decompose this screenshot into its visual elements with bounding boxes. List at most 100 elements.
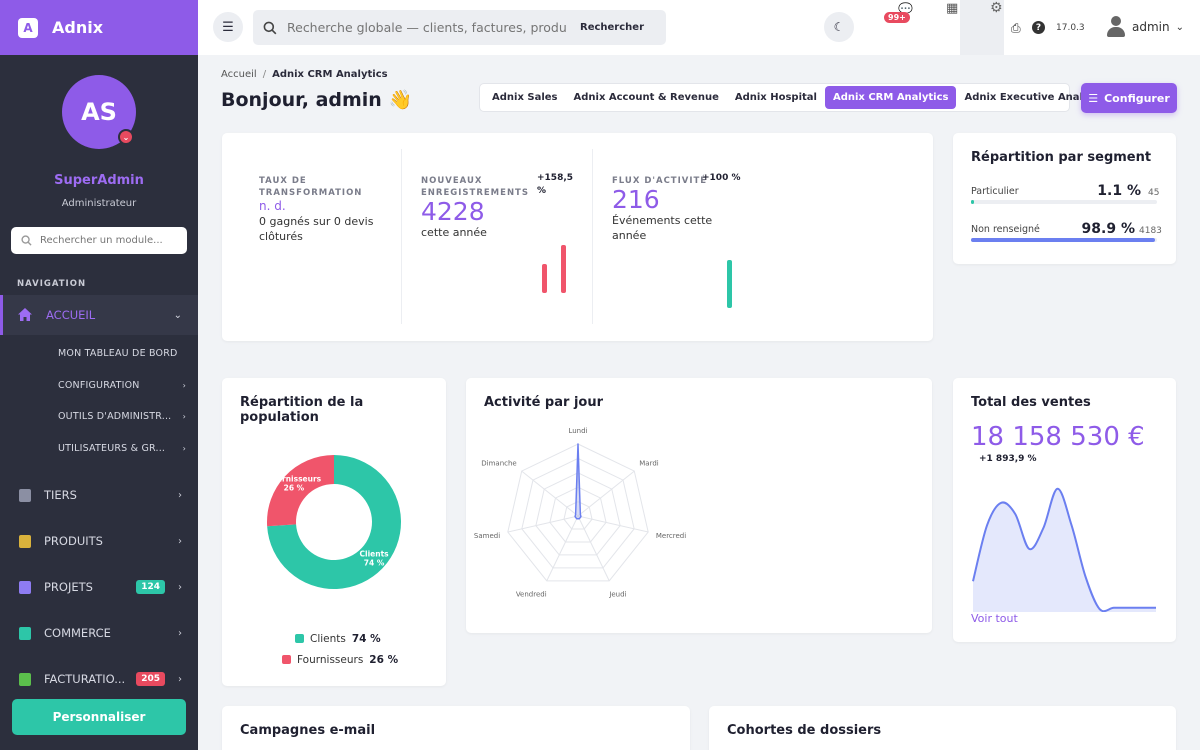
mini-bar — [727, 260, 732, 308]
profile: AS ⌄ SuperAdmin Administrateur — [0, 55, 198, 225]
search-button[interactable]: Rechercher — [580, 22, 645, 33]
sidebar-subitem[interactable]: OUTILS D'ADMINISTR... › — [0, 401, 198, 433]
user-avatar-icon — [1106, 16, 1126, 38]
legend-label: Fournisseurs — [297, 653, 364, 666]
radar-axis-label: Dimanche — [481, 459, 516, 467]
tab-1[interactable]: Adnix Account & Revenue — [573, 92, 719, 103]
kpi-activity: FLUX D'ACTIVITÉ 216 Événements cette ann… — [612, 175, 722, 350]
kpi-sub: 0 gagnés sur 0 devis clôturés — [259, 215, 374, 243]
sidebar-item[interactable]: PROJETS 124 › — [0, 564, 198, 610]
chevron-right-icon: › — [178, 535, 182, 547]
tab-3[interactable]: Adnix CRM Analytics — [824, 86, 957, 109]
chevron-right-icon: › — [178, 581, 182, 593]
sidebar-item[interactable]: FACTURATIO... 205 › — [0, 656, 198, 702]
kpi-sub: cette année — [421, 226, 487, 239]
search-icon — [21, 235, 32, 246]
radar-grid — [507, 443, 649, 582]
tab-0[interactable]: Adnix Sales — [492, 92, 558, 103]
kpi-card: TAUX DE TRANSFORMATION n. d. 0 gagnés su… — [222, 133, 933, 341]
page-title: Bonjour, admin 👋 — [221, 89, 413, 111]
global-search-input[interactable] — [287, 20, 567, 35]
kpi-registrations: NOUVEAUX ENREGISTREMENTS 4228 cette anné… — [421, 175, 541, 350]
topbar: ☰ Rechercher ☾ 💬 99+ ▦ ⚙ ⎙ ? 17.0.3 admi… — [198, 0, 1200, 55]
sub-menu: MON TABLEAU DE BORD CONFIGURATION › OUTILS … — [0, 338, 198, 464]
divider — [401, 149, 402, 324]
sales-area — [973, 488, 1156, 612]
sidebar-item[interactable]: PRODUITS › — [0, 518, 198, 564]
profile-role: Administrateur — [61, 198, 137, 209]
user-name: admin — [1132, 20, 1170, 34]
sidebar-subitem[interactable]: UTILISATEURS & GR... › — [0, 433, 198, 465]
radar-grid — [549, 486, 607, 543]
sales-area-chart — [972, 487, 1156, 612]
search-icon — [263, 21, 277, 34]
sidebar-subitem-label: OUTILS D'ADMINISTR... — [58, 411, 172, 423]
calendar-icon[interactable]: ▦ — [946, 1, 959, 16]
module-search-input[interactable] — [40, 235, 180, 246]
gear-icon[interactable]: ⚙ — [990, 0, 1003, 16]
legend-entry: Fournisseurs 26 % — [282, 649, 398, 670]
help-icon[interactable]: ? — [1032, 21, 1045, 34]
segment-pct: 98.9 % — [1081, 221, 1135, 237]
slice-pct: 74 % — [364, 559, 385, 568]
nav-title: NAVIGATION — [17, 279, 87, 289]
sales-delta: +1 893,9 % — [979, 454, 1037, 464]
breadcrumb-home[interactable]: Accueil — [221, 69, 257, 80]
sales-card: Total des ventes 18 158 530 € +1 893,9 %… — [953, 378, 1176, 642]
brand[interactable]: A Adnix — [0, 0, 198, 55]
legend-swatch — [295, 634, 304, 643]
card-title: Répartition de la population — [240, 395, 364, 425]
sidebar-item-label: COMMERCE — [44, 626, 111, 640]
chevron-down-icon[interactable]: ⌄ — [118, 129, 134, 145]
messages-badge: 99+ — [884, 12, 910, 23]
tab-4[interactable]: Adnix Executive Analytics — [964, 92, 1110, 103]
chevron-down-icon: ⌄ — [1175, 21, 1184, 33]
hamburger-icon: ☰ — [222, 19, 234, 35]
count-badge: 205 — [136, 672, 165, 686]
radar-axis — [577, 515, 610, 582]
radar-axis-label: Mardi — [639, 459, 659, 467]
project-icon — [19, 580, 31, 594]
sidebar-subitem[interactable]: CONFIGURATION › — [0, 370, 198, 402]
sidebar-item[interactable]: COMMERCE › — [0, 610, 198, 656]
theme-toggle-button[interactable]: ☾ — [824, 12, 854, 42]
avatar[interactable]: AS ⌄ — [62, 75, 136, 149]
menu-toggle-button[interactable]: ☰ — [213, 12, 243, 42]
kpi-conversion: TAUX DE TRANSFORMATION n. d. 0 gagnés su… — [259, 175, 399, 350]
dashboard-tabs: Adnix Sales Adnix Account & Revenue Adnix … — [479, 83, 1110, 112]
sidebar-subitem-label: CONFIGURATION — [58, 379, 140, 391]
configure-label: Configurer — [1104, 91, 1170, 105]
customize-button[interactable]: Personnaliser — [12, 699, 186, 735]
user-menu[interactable]: admin ⌄ — [1106, 16, 1184, 38]
tab-2[interactable]: Adnix Hospital — [734, 92, 817, 103]
sidebar-item-accueil[interactable]: ACCUEIL ⌄ — [0, 295, 198, 335]
segment-label: Non renseigné — [971, 224, 1040, 235]
donut-slice[interactable] — [267, 455, 401, 589]
chevron-right-icon: › — [178, 673, 182, 685]
sales-value: 18 158 530 € — [971, 422, 1145, 452]
legend-pct: 26 % — [369, 653, 399, 666]
global-search: Rechercher — [253, 10, 666, 45]
avatar-initials: AS — [81, 98, 117, 126]
invoice-icon — [19, 672, 31, 686]
print-icon[interactable]: ⎙ — [1011, 21, 1021, 35]
divider — [592, 149, 593, 324]
card-title: Campagnes e-mail — [240, 723, 376, 738]
configure-button[interactable]: ☰ Configurer — [1081, 83, 1177, 113]
sidebar-subitem-label: MON TABLEAU DE BORD — [58, 348, 178, 360]
radar-series — [574, 443, 582, 520]
donut-slice[interactable] — [267, 455, 334, 527]
legend-pct: 74 % — [351, 632, 381, 645]
sidebar-item-label: ACCUEIL — [46, 308, 96, 322]
card-title: Activité par jour — [484, 395, 603, 410]
kpi-value: n. d. — [259, 199, 286, 213]
radar-axis — [507, 515, 579, 533]
sidebar-item[interactable]: TIERS › — [0, 472, 198, 518]
sidebar-search — [11, 227, 187, 254]
version-label: 17.0.3 — [1056, 23, 1085, 33]
sidebar-subitem[interactable]: MON TABLEAU DE BORD — [0, 338, 198, 370]
radar-axis-label: Vendredi — [516, 590, 547, 598]
radar-axis-label: Lundi — [568, 427, 587, 435]
see-all-link[interactable]: Voir tout — [971, 612, 1018, 625]
